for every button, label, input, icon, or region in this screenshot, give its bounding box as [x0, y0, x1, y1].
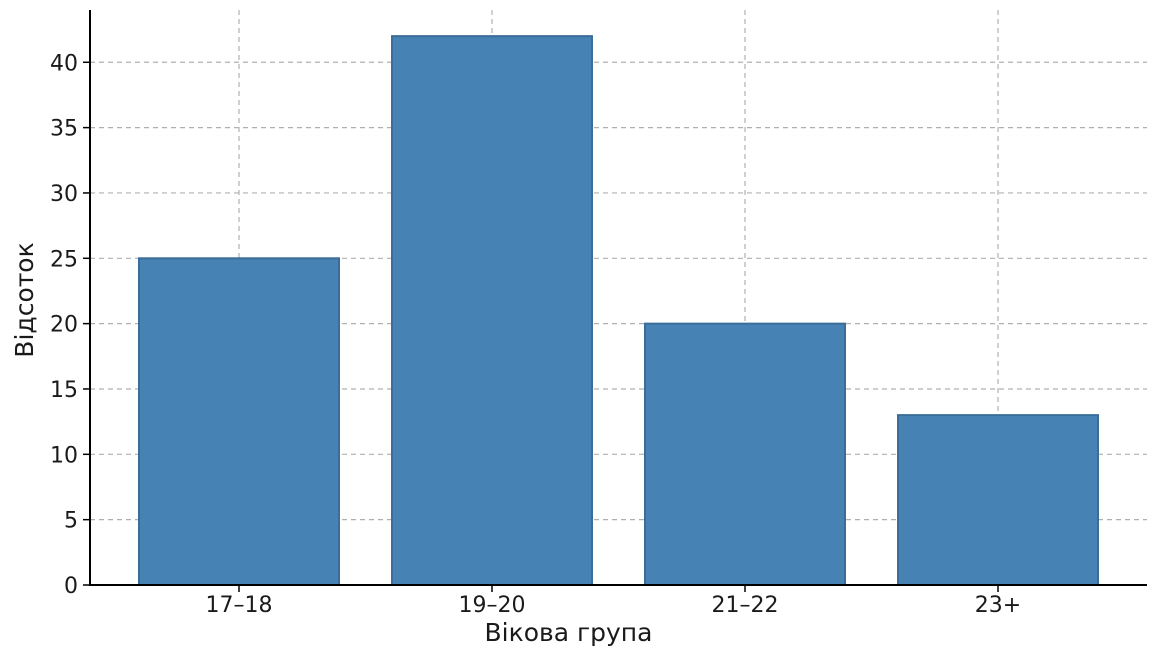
y-tick-label: 0	[64, 574, 78, 599]
y-tick-label: 40	[50, 51, 78, 76]
x-axis-title: Вікова група	[485, 618, 653, 647]
y-tick-label: 35	[50, 117, 78, 142]
x-tick-label: 17–18	[206, 593, 273, 618]
bar-23+	[897, 414, 1099, 587]
y-tick-label: 5	[64, 509, 78, 534]
y-tick-label: 30	[50, 182, 78, 207]
y-tick-label: 10	[50, 443, 78, 468]
y-tick-label: 20	[50, 313, 78, 338]
x-tick-label: 21–22	[712, 593, 779, 618]
bar-19–20	[391, 35, 593, 587]
ticks-layer: 0 5 10 15 20 25 30 35 40 17–18 19–20 21–22 23+	[50, 51, 1021, 618]
y-tick-label: 15	[50, 378, 78, 403]
bar-17–18	[138, 257, 340, 586]
bars-layer	[138, 35, 1099, 587]
x-tick-label: 23+	[975, 593, 1021, 618]
y-axis-title: Відсоток	[10, 242, 39, 357]
x-tick-label: 19–20	[459, 593, 526, 618]
bar-21–22	[644, 322, 846, 586]
axes-layer	[89, 10, 1147, 586]
y-tick-label: 25	[50, 247, 78, 272]
